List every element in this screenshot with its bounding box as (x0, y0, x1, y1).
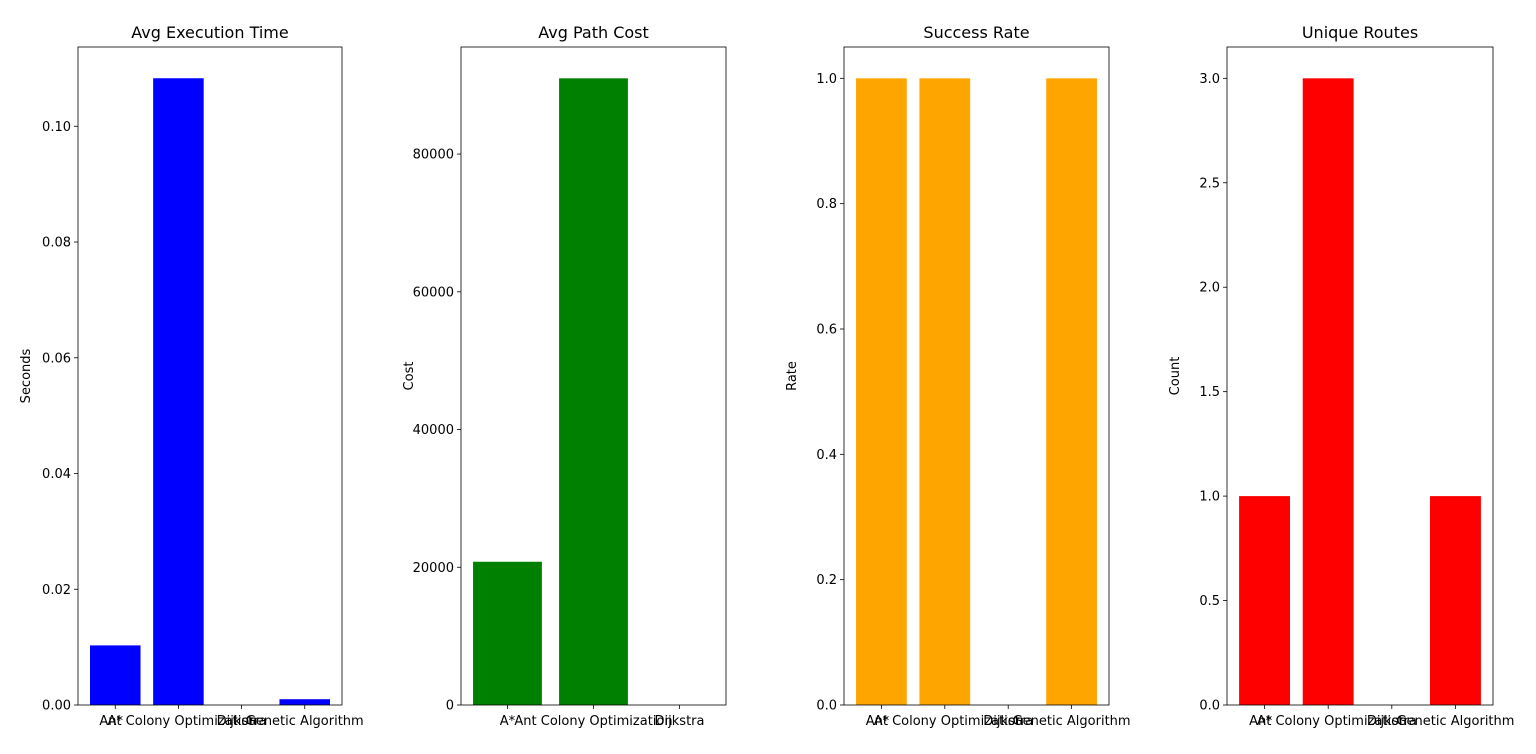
x-tick-label: Dijkstra (983, 714, 1033, 729)
x-tick-label: Ant Colony Optimization (514, 714, 672, 729)
y-tick-label: 0.00 (42, 699, 71, 714)
bar-1 (473, 561, 542, 705)
y-axis-label: Count (1168, 357, 1183, 396)
y-tick-label: 0 (446, 699, 454, 714)
bar-1 (1239, 496, 1290, 705)
bar-4 (279, 699, 330, 705)
y-tick-label: 0.4 (816, 448, 837, 463)
x-tick-label: Dijkstra (217, 714, 267, 729)
axes-frame (1226, 46, 1494, 706)
y-tick-label: 0.08 (42, 236, 71, 251)
y-tick-label: 0.2 (816, 573, 837, 588)
x-tick-label: Ant Colony Optimization (1249, 714, 1407, 729)
y-tick-label: 1.0 (1199, 490, 1220, 505)
axes-frame (843, 46, 1110, 706)
subplot-4: 0.0 0.5 1.0 1.5 2.0 2.5 3.0 A*Ant Colony Optimi… (1168, 23, 1514, 729)
chart-title: Success Rate (923, 23, 1029, 42)
bar-2 (1302, 78, 1354, 705)
chart-title: Unique Routes (1302, 23, 1418, 42)
y-tick-label: 40000 (413, 423, 454, 438)
x-tick-label: Dijkstra (1367, 714, 1417, 729)
x-tick-label: A* (500, 714, 516, 729)
y-tick-label: 0.04 (42, 467, 71, 482)
x-tick-label: Genetic Algorithm (246, 714, 364, 729)
y-tick-label: 1.0 (816, 72, 837, 87)
y-axis-label: Seconds (19, 348, 34, 403)
y-tick-label: 1.5 (1199, 385, 1220, 400)
y-tick-label: 20000 (413, 561, 454, 576)
y-axis-label: Cost (402, 362, 417, 391)
bar-4 (1046, 78, 1097, 705)
y-tick-label: 0.02 (42, 583, 71, 598)
y-tick-label: 0.0 (816, 699, 837, 714)
y-tick-label: 0.6 (816, 323, 837, 338)
bar-4 (1430, 496, 1481, 705)
bar-1 (90, 645, 141, 705)
x-tick-label: Ant Colony Optimization (866, 714, 1024, 729)
x-tick-label: A* (874, 714, 890, 729)
y-tick-label: 60000 (413, 285, 454, 300)
x-tick-label: A* (108, 714, 124, 729)
chart-title: Avg Path Cost (538, 23, 649, 42)
y-tick-label: 0.06 (42, 351, 71, 366)
subplot-1: 0.00 0.02 0.04 0.06 0.08 0.10 A*Ant Colony Opt… (19, 23, 364, 729)
y-tick-label: 0.5 (1199, 594, 1220, 609)
bar-2 (919, 78, 971, 705)
y-axis-label: Rate (785, 361, 800, 391)
y-tick-label: 0.0 (1199, 699, 1220, 714)
bar-2 (559, 78, 628, 705)
bar-1 (856, 78, 907, 705)
subplot-3: 0.0 0.2 0.4 0.6 0.8 1.0 A*Ant Colony Optimizat… (785, 23, 1131, 729)
x-tick-label: Dijkstra (655, 714, 705, 729)
y-tick-label: 3.0 (1199, 72, 1220, 87)
y-tick-label: 2.0 (1199, 281, 1220, 296)
axes-frame (77, 46, 343, 706)
x-tick-label: Genetic Algorithm (1396, 714, 1514, 729)
y-tick-label: 0.8 (816, 197, 837, 212)
y-tick-label: 0.10 (42, 120, 71, 135)
x-tick-label: A* (1257, 714, 1273, 729)
subplot-2: 0 20000 40000 60000 80000 A* Ant Colony Optimi… (402, 23, 727, 729)
x-tick-label: Genetic Algorithm (1013, 714, 1131, 729)
bar-2 (153, 78, 204, 705)
y-tick-label: 2.5 (1199, 176, 1220, 191)
x-tick-label: Ant Colony Optimization (99, 714, 257, 729)
y-tick-label: 80000 (413, 148, 454, 163)
chart-title: Avg Execution Time (131, 23, 288, 42)
